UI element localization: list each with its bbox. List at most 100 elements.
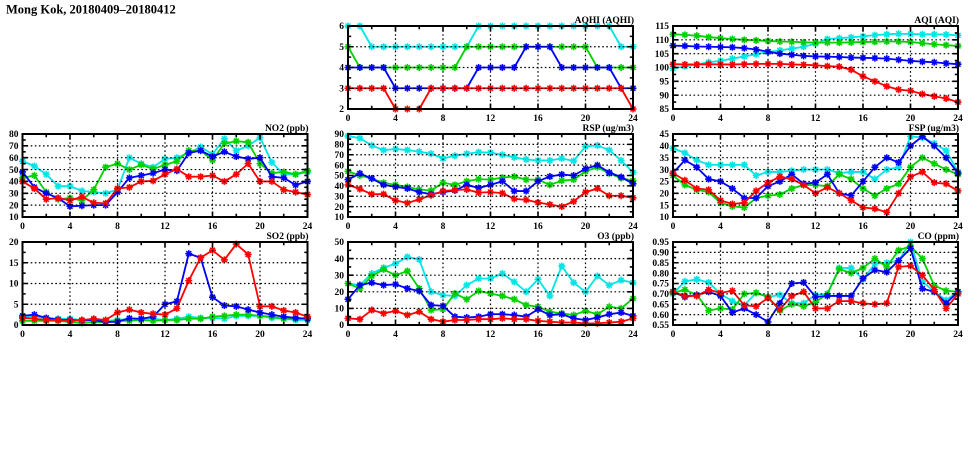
- svg-text:20: 20: [906, 114, 916, 124]
- svg-text:0: 0: [339, 321, 344, 331]
- svg-text:12: 12: [811, 114, 821, 124]
- svg-text:0: 0: [20, 330, 25, 340]
- svg-text:40: 40: [660, 142, 670, 152]
- svg-text:25: 25: [660, 178, 670, 188]
- svg-text:6: 6: [339, 22, 344, 32]
- svg-text:40: 40: [9, 178, 19, 188]
- svg-text:80: 80: [9, 130, 19, 140]
- svg-text:10: 10: [335, 213, 345, 223]
- svg-text:8: 8: [441, 222, 446, 232]
- svg-text:20: 20: [255, 222, 265, 232]
- svg-text:10: 10: [660, 213, 670, 223]
- svg-text:0.85: 0.85: [652, 259, 669, 269]
- svg-text:0: 0: [346, 330, 351, 340]
- svg-text:16: 16: [858, 222, 868, 232]
- svg-text:AQHI (AQHI): AQHI (AQHI): [575, 15, 634, 26]
- svg-text:95: 95: [660, 78, 670, 88]
- svg-text:20: 20: [255, 330, 265, 340]
- svg-text:4: 4: [718, 330, 723, 340]
- svg-text:20: 20: [581, 114, 591, 124]
- svg-text:8: 8: [766, 222, 771, 232]
- svg-text:4: 4: [718, 222, 723, 232]
- svg-text:0.60: 0.60: [652, 311, 669, 321]
- svg-text:70: 70: [9, 142, 19, 152]
- svg-text:CO (ppm): CO (ppm): [918, 231, 959, 242]
- svg-text:4: 4: [68, 330, 73, 340]
- svg-text:16: 16: [533, 114, 543, 124]
- svg-text:20: 20: [906, 222, 916, 232]
- svg-text:45: 45: [660, 130, 670, 140]
- svg-text:0: 0: [20, 222, 25, 232]
- svg-text:O3 (ppb): O3 (ppb): [597, 231, 634, 242]
- svg-text:Mong Kok, 20180409–20180412: Mong Kok, 20180409–20180412: [6, 3, 176, 17]
- svg-text:12: 12: [811, 222, 821, 232]
- svg-text:50: 50: [335, 172, 345, 182]
- svg-text:0.80: 0.80: [652, 269, 669, 279]
- svg-text:100: 100: [655, 64, 670, 74]
- svg-text:30: 30: [660, 166, 670, 176]
- svg-text:40: 40: [335, 182, 345, 192]
- svg-text:24: 24: [628, 222, 638, 232]
- svg-text:0.95: 0.95: [652, 238, 669, 248]
- svg-text:85: 85: [660, 105, 670, 115]
- svg-text:16: 16: [858, 330, 868, 340]
- svg-text:24: 24: [628, 330, 638, 340]
- svg-text:3: 3: [339, 84, 344, 94]
- svg-text:12: 12: [160, 330, 170, 340]
- svg-text:12: 12: [811, 330, 821, 340]
- svg-text:5: 5: [339, 43, 344, 53]
- svg-text:RSP (ug/m3): RSP (ug/m3): [583, 123, 634, 134]
- svg-text:0: 0: [346, 222, 351, 232]
- svg-text:4: 4: [718, 114, 723, 124]
- svg-text:SO2 (ppb): SO2 (ppb): [267, 231, 309, 242]
- svg-text:35: 35: [660, 154, 670, 164]
- svg-text:8: 8: [441, 114, 446, 124]
- svg-text:20: 20: [335, 203, 345, 213]
- svg-text:24: 24: [953, 222, 963, 232]
- svg-text:20: 20: [9, 201, 19, 211]
- svg-text:4: 4: [393, 114, 398, 124]
- svg-text:24: 24: [303, 330, 313, 340]
- svg-text:20: 20: [335, 288, 345, 298]
- svg-text:50: 50: [335, 238, 345, 248]
- svg-text:4: 4: [339, 64, 344, 74]
- svg-text:8: 8: [115, 222, 120, 232]
- svg-text:8: 8: [766, 114, 771, 124]
- svg-text:10: 10: [9, 280, 19, 290]
- svg-text:0: 0: [346, 114, 351, 124]
- svg-text:4: 4: [68, 222, 73, 232]
- svg-text:115: 115: [655, 22, 669, 32]
- svg-text:15: 15: [660, 201, 670, 211]
- svg-text:12: 12: [486, 330, 496, 340]
- svg-text:40: 40: [335, 255, 345, 265]
- svg-text:FSP (ug/m3): FSP (ug/m3): [909, 123, 959, 134]
- svg-text:0: 0: [671, 222, 676, 232]
- svg-text:10: 10: [9, 213, 19, 223]
- svg-text:60: 60: [335, 161, 345, 171]
- svg-text:20: 20: [581, 330, 591, 340]
- svg-text:10: 10: [335, 305, 345, 315]
- svg-text:0.75: 0.75: [652, 280, 669, 290]
- svg-text:0.65: 0.65: [652, 300, 669, 310]
- svg-text:16: 16: [533, 330, 543, 340]
- svg-text:24: 24: [628, 114, 638, 124]
- svg-text:15: 15: [9, 259, 19, 269]
- svg-text:50: 50: [9, 166, 19, 176]
- svg-text:0: 0: [671, 114, 676, 124]
- svg-text:0: 0: [671, 330, 676, 340]
- svg-text:12: 12: [486, 222, 496, 232]
- svg-text:8: 8: [115, 330, 120, 340]
- svg-text:30: 30: [335, 192, 345, 202]
- svg-text:16: 16: [533, 222, 543, 232]
- svg-text:30: 30: [9, 189, 19, 199]
- svg-text:20: 20: [660, 189, 670, 199]
- svg-text:0.70: 0.70: [652, 290, 669, 300]
- svg-text:110: 110: [655, 36, 669, 46]
- svg-text:16: 16: [208, 222, 218, 232]
- svg-text:90: 90: [660, 91, 670, 101]
- svg-text:5: 5: [14, 300, 19, 310]
- svg-text:16: 16: [858, 114, 868, 124]
- svg-text:20: 20: [906, 330, 916, 340]
- svg-text:70: 70: [335, 151, 345, 161]
- svg-text:60: 60: [9, 154, 19, 164]
